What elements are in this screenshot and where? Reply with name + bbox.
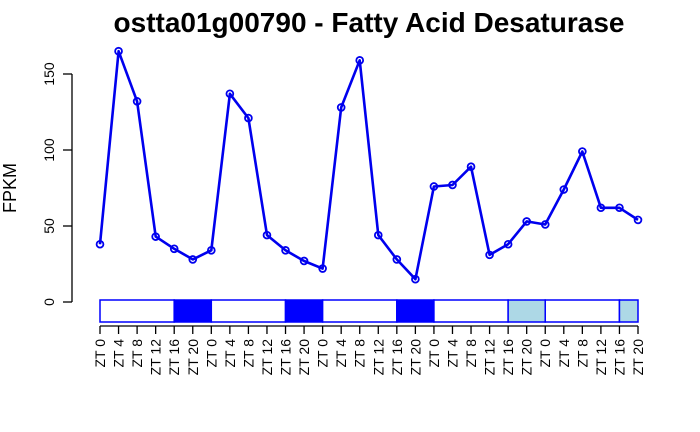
data-point <box>207 246 216 255</box>
light-dark-segment <box>618 299 639 323</box>
x-tick-label: ZT 16 <box>500 339 516 376</box>
x-tick-label: ZT 20 <box>185 339 201 376</box>
data-point <box>281 246 290 255</box>
data-point <box>355 56 365 65</box>
x-tick-label: ZT 4 <box>556 339 572 368</box>
data-point <box>522 217 531 226</box>
light-dark-segment <box>321 299 398 323</box>
data-point <box>411 274 420 284</box>
light-dark-segment <box>507 299 546 323</box>
data-point <box>578 147 587 156</box>
light-dark-bar <box>99 299 639 323</box>
light-dark-segment <box>99 299 175 323</box>
x-tick-label: ZT 0 <box>426 339 442 368</box>
y-axis: 0 50 100 150 <box>41 62 73 306</box>
x-tick-label: ZT 4 <box>333 339 349 368</box>
x-tick-label: ZT 0 <box>92 339 108 368</box>
data-point <box>615 203 624 213</box>
y-tick-label: 50 <box>41 218 57 234</box>
x-tick-label: ZT 16 <box>611 339 627 376</box>
x-tick-label: ZT 16 <box>278 339 294 376</box>
x-tick-label: ZT 8 <box>129 339 145 368</box>
x-tick-label: ZT 20 <box>630 339 646 376</box>
data-point <box>188 255 198 264</box>
x-tick-label: ZT 12 <box>593 339 609 376</box>
light-dark-segment <box>173 299 213 323</box>
x-tick-label: ZT 20 <box>519 339 535 376</box>
data-point <box>169 244 179 254</box>
x-tick-label: ZT 12 <box>259 339 275 376</box>
x-tick-label: ZT 20 <box>296 339 312 376</box>
data-point <box>633 215 643 225</box>
x-tick-label: ZT 0 <box>203 339 219 368</box>
data-point <box>318 264 327 273</box>
x-tick-label: ZT 16 <box>166 339 182 376</box>
x-tick-label: ZT 4 <box>111 339 127 368</box>
x-tick-label: ZT 8 <box>240 339 256 368</box>
x-tick-label: ZT 4 <box>444 339 460 368</box>
data-point <box>429 182 439 191</box>
data-point <box>151 232 160 241</box>
x-tick-label: ZT 12 <box>370 339 386 376</box>
light-dark-segment <box>284 299 324 323</box>
light-dark-segment <box>210 299 287 323</box>
data-point <box>485 250 494 260</box>
chart-title: ostta01g00790 - Fatty Acid Desaturase <box>114 7 625 38</box>
data-point <box>392 255 402 264</box>
x-tick-label: ZT 20 <box>407 339 423 376</box>
data-point <box>132 97 142 106</box>
light-dark-segment <box>433 299 509 323</box>
series-polyline <box>98 49 639 281</box>
x-tick-label: ZT 8 <box>463 339 479 368</box>
data-point <box>559 185 569 194</box>
data-point <box>540 220 550 229</box>
data-point <box>225 89 235 99</box>
data-point <box>596 203 606 213</box>
data-point <box>262 230 272 240</box>
data-point <box>466 162 476 172</box>
x-tick-label: ZT 0 <box>537 339 553 368</box>
x-tick-label: ZT 4 <box>222 339 238 368</box>
data-point <box>95 239 105 249</box>
x-tick-label: ZT 16 <box>389 339 405 376</box>
data-point <box>336 103 346 112</box>
series-line <box>95 46 643 284</box>
data-point <box>114 46 123 56</box>
light-dark-segment <box>544 299 621 323</box>
data-point <box>299 256 309 266</box>
y-tick-label: 100 <box>41 138 57 162</box>
y-axis-label: FPKM <box>0 163 20 213</box>
data-point <box>373 230 383 240</box>
data-point <box>503 239 513 249</box>
x-tick-label: ZT 8 <box>574 339 590 368</box>
data-point <box>244 113 253 123</box>
x-tick-label: ZT 8 <box>352 339 368 368</box>
data-point <box>448 180 457 190</box>
y-tick-label: 0 <box>41 298 57 306</box>
x-tick-label: ZT 0 <box>315 339 331 368</box>
y-tick-label: 150 <box>41 62 57 86</box>
light-dark-segment <box>396 299 435 323</box>
x-tick-label: ZT 12 <box>148 339 164 376</box>
x-tick-label: ZT 12 <box>482 339 498 376</box>
